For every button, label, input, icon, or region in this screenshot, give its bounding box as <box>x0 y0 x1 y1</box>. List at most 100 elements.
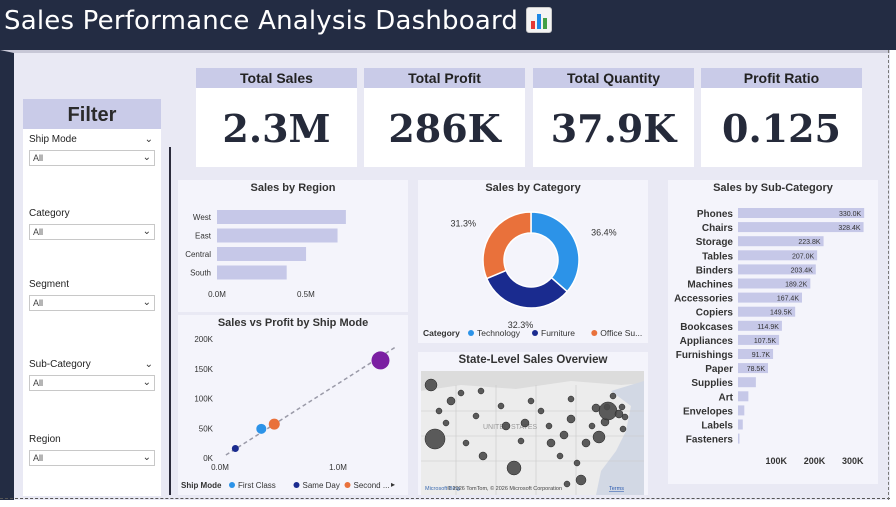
legend-dot <box>229 482 235 488</box>
subcategory-label: Machines <box>687 280 733 291</box>
state-bubble <box>477 387 485 395</box>
bar-chart-icon <box>526 7 553 33</box>
sales-by-category-panel[interactable]: Sales by Category 36.4% 32.3% 31.3% Categor… <box>418 180 648 343</box>
slicer-dropdown[interactable]: All ⌄ <box>29 375 155 391</box>
slicer-region: Region All ⌄ <box>29 434 155 466</box>
state-bubble <box>566 414 576 424</box>
y-tick-label: 100K <box>194 395 213 404</box>
subcategory-bar <box>738 391 749 402</box>
sales-by-region-panel[interactable]: Sales by Region West East Central South 0.0M… <box>178 180 408 312</box>
slice-label: 36.4% <box>591 228 617 238</box>
slicer-ship-mode: Ship Mode ⌄ All ⌄ <box>29 134 155 166</box>
subcategory-bar <box>738 349 774 359</box>
legend-label: Same Day <box>303 481 340 490</box>
state-bubble <box>598 401 618 421</box>
subcategory-bar <box>738 278 811 289</box>
x-tick-label: 300K <box>842 456 864 466</box>
data-label: 207.0K <box>792 253 815 260</box>
region-bar <box>217 228 338 243</box>
slicer-value: All <box>33 298 44 308</box>
slicer-label: Region <box>29 434 61 445</box>
slicer-segment: Segment All ⌄ <box>29 279 155 311</box>
subcategory-label: Labels <box>701 421 733 432</box>
dashboard-title-text: Sales Performance Analysis Dashboard <box>4 6 519 36</box>
chevron-down-icon: ⌄ <box>142 226 151 237</box>
subcategory-label: Copiers <box>696 308 734 319</box>
water-area <box>596 381 644 495</box>
state-bubble <box>442 419 450 427</box>
kpi-total-profit[interactable]: Total Profit 286K <box>364 68 525 167</box>
panel-title: State-Level Sales Overview <box>458 354 608 366</box>
state-bubble <box>501 421 511 431</box>
slicer-dropdown[interactable]: All ⌄ <box>29 295 155 311</box>
collapse-chevron-icon[interactable]: ⌄ <box>144 134 153 145</box>
subcategory-label: Accessories <box>674 294 733 305</box>
state-bubble <box>537 407 545 415</box>
sales-vs-profit-panel[interactable]: Sales vs Profit by Ship Mode 200K 150K 100… <box>178 315 408 495</box>
legend-dot <box>532 330 538 336</box>
legend-next-icon: ▸ <box>391 480 395 489</box>
chevron-down-icon: ⌄ <box>142 297 151 308</box>
state-bubble <box>497 402 505 410</box>
kpi-value: 0.125 <box>722 106 841 151</box>
state-bubble <box>588 422 596 430</box>
data-label: 167.4K <box>777 296 800 303</box>
region-label: West <box>193 213 212 222</box>
state-sales-map[interactable]: UNITED STATES Microsoft Bing © 2026 TomTom… <box>421 371 644 495</box>
state-bubble <box>567 395 575 403</box>
slicer-value: All <box>33 227 44 237</box>
slicer-value: All <box>33 153 44 163</box>
slicer-label: Segment <box>29 279 70 290</box>
donut-slice <box>530 211 580 293</box>
slicer-category: Category All ⌄ <box>29 208 155 240</box>
region-label: Central <box>185 250 211 259</box>
legend-label: Technology <box>477 328 521 338</box>
legend-label: Second ... <box>354 481 390 490</box>
x-tick-label: 0.5M <box>297 290 315 299</box>
subcategory-bar <box>738 405 745 416</box>
state-bubble <box>621 413 629 421</box>
sales-by-subcategory-panel[interactable]: Sales by Sub-Category Phones 330.0K Chairs… <box>668 180 878 484</box>
data-label: 328.4K <box>838 225 861 232</box>
data-label: 107.5K <box>754 338 777 345</box>
state-bubble <box>581 438 591 448</box>
canvas-right-border <box>888 50 890 500</box>
chevron-down-icon: ⌄ <box>142 152 151 163</box>
data-label: 203.4K <box>791 267 814 274</box>
kpi-total-sales[interactable]: Total Sales 2.3M <box>196 68 357 167</box>
slicer-dropdown[interactable]: All ⌄ <box>29 150 155 166</box>
data-label: 223.8K <box>798 239 821 246</box>
state-bubble <box>424 378 438 392</box>
bing-logo: Microsoft Bing <box>425 486 460 492</box>
filter-pane: Filter Ship Mode ⌄ All ⌄ Category All ⌄ Seg… <box>23 99 161 496</box>
subcategory-label: Binders <box>696 265 734 276</box>
panel-title: Sales by Category <box>485 182 581 194</box>
state-bubble <box>546 438 556 448</box>
legend-dot <box>293 482 300 488</box>
subcategory-bar <box>738 306 796 317</box>
state-bubble <box>527 397 535 405</box>
data-label: 189.2K <box>785 282 808 289</box>
subcategory-label: Art <box>719 392 734 403</box>
slice-label: 31.3% <box>451 218 477 228</box>
trend-line <box>225 345 398 456</box>
region-bar <box>217 210 346 224</box>
country-label: UNITED STATES <box>483 424 538 431</box>
subcategory-label: Envelopes <box>683 406 733 417</box>
kpi-profit-ratio[interactable]: Profit Ratio 0.125 <box>701 68 862 167</box>
map-attribution: © 2026 TomTom, © 2026 Microsoft Corporat… <box>447 485 562 492</box>
state-bubble <box>575 474 587 486</box>
region-label: East <box>195 232 212 241</box>
state-bubble <box>457 389 465 397</box>
terms-link: Terms <box>609 486 624 492</box>
kpi-total-quantity[interactable]: Total Quantity 37.9K <box>533 68 694 167</box>
subcategory-bar <box>738 334 780 345</box>
slicer-dropdown[interactable]: All ⌄ <box>29 450 155 466</box>
collapse-chevron-icon[interactable]: ⌄ <box>144 359 153 370</box>
chevron-down-icon: ⌄ <box>142 377 151 388</box>
subcategory-bar <box>738 264 816 275</box>
y-tick-label: 50K <box>199 424 214 433</box>
subcategory-bar <box>738 208 865 218</box>
legend-title: Category <box>423 328 460 338</box>
slicer-dropdown[interactable]: All ⌄ <box>29 224 155 240</box>
